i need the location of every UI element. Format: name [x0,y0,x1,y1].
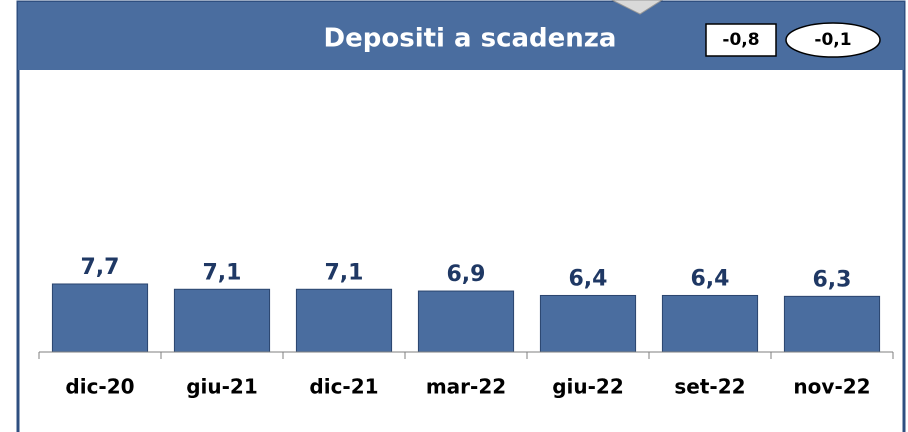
bar [295,288,393,353]
chart-title: Depositi a scadenza [324,24,617,54]
callout-tail [611,0,663,15]
data-label: 6,4 [691,266,730,291]
x-tick-label: set-22 [674,375,745,399]
bar [173,288,271,353]
x-tick-label: mar-22 [426,375,506,399]
annotation: -0,8 [722,30,759,50]
frame [16,0,906,432]
bar [783,295,881,353]
annotation-ellipse [785,22,881,58]
data-label: 6,9 [447,262,486,287]
x-tick-label: dic-20 [65,375,134,399]
data-label: 7,1 [203,260,242,285]
data-label: 7,7 [81,255,120,280]
data-label: 7,1 [325,260,364,285]
annotation-box [705,23,777,57]
bar [539,294,637,353]
bar [661,294,759,353]
x-tick-label: dic-21 [309,375,378,399]
data-label: 6,3 [813,267,852,292]
bar [51,283,149,353]
x-tick-label: giu-22 [552,375,624,399]
x-tick-label: nov-22 [793,375,870,399]
x-tick-label: giu-21 [186,375,258,399]
annotation: -0,1 [814,30,851,50]
data-label: 6,4 [569,266,608,291]
bar [417,290,515,353]
